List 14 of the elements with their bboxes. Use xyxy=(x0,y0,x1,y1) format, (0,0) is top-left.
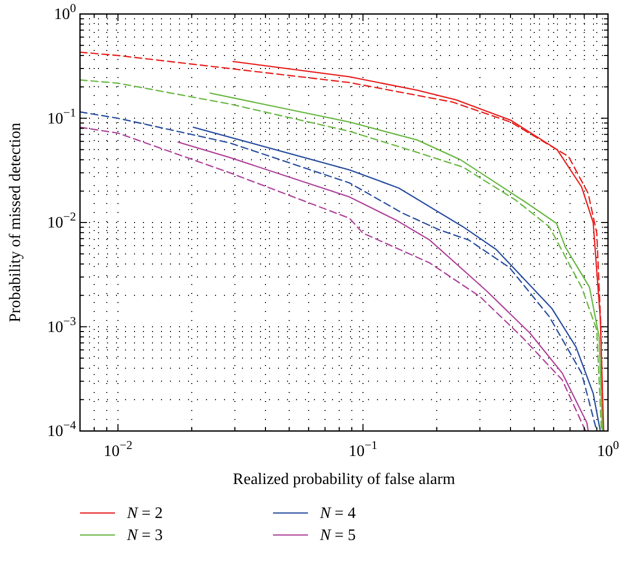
legend-label: N = 4 xyxy=(319,505,356,522)
x-tick-label: 10$^{−1}$ xyxy=(348,438,378,460)
y-tick-label: 10$^{−1}$ xyxy=(47,105,76,128)
legend-label: N = 2 xyxy=(126,505,163,522)
y-axis-title: Probability of missed detection xyxy=(7,122,24,322)
x-axis-title: Realized probability of false alarm xyxy=(232,471,456,488)
legend-label: N = 3 xyxy=(126,527,163,544)
x-tick-label: 10$^{0}$ xyxy=(597,438,619,460)
y-tick-label: 10$^{−4}$ xyxy=(47,418,76,440)
legend-label: N = 5 xyxy=(319,527,356,544)
y-tick-label: 10$^{0}$ xyxy=(54,1,76,23)
y-tick-label: 10$^{−3}$ xyxy=(47,314,76,336)
y-tick-label: 10$^{−2}$ xyxy=(47,210,76,232)
x-tick-label: 10$^{−2}$ xyxy=(104,438,132,460)
